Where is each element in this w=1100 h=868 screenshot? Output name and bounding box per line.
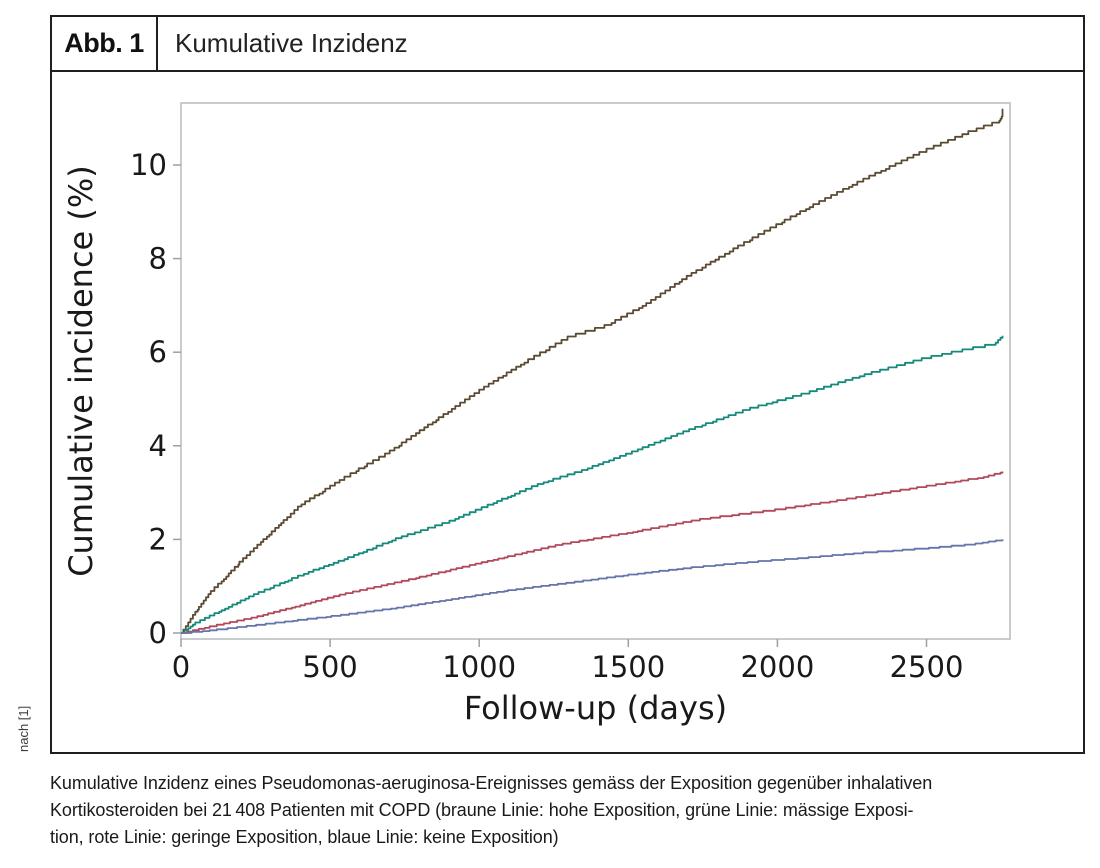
chart-area: 0 500 1000 1500 2000 2500 0 2 4 6 8 10 Follow-up (da… bbox=[52, 70, 1083, 752]
source-note: nach [1] bbox=[16, 705, 31, 752]
y-tick-label-6: 6 bbox=[149, 335, 167, 369]
figure-caption: Kumulative Inzidenz eines Pseudomonas-ae… bbox=[50, 770, 1070, 851]
figure-header: Abb. 1 Kumulative Inzidenz bbox=[52, 17, 1083, 72]
figure-title: Kumulative Inzidenz bbox=[175, 28, 408, 58]
y-tick-label-2: 2 bbox=[149, 522, 167, 556]
cumulative-incidence-chart: 0 500 1000 1500 2000 2500 0 2 4 6 8 10 Follow-up (da… bbox=[62, 102, 1011, 727]
series-line-geringe-exposition bbox=[181, 471, 1004, 634]
caption-line-1: Kumulative Inzidenz eines Pseudomonas-ae… bbox=[50, 773, 933, 793]
series-line-mässige-exposition bbox=[181, 335, 1004, 634]
y-tick-label-8: 8 bbox=[149, 242, 167, 276]
x-tick-label-2000: 2000 bbox=[740, 650, 814, 684]
x-tick-label-0: 0 bbox=[172, 650, 190, 684]
y-tick-label-10: 10 bbox=[130, 148, 167, 182]
x-tick-label-1000: 1000 bbox=[442, 650, 516, 684]
series-line-keine-exposition bbox=[181, 539, 1004, 634]
caption-line-3: tion, rote Linie: geringe Exposition, bl… bbox=[50, 827, 559, 847]
figure-box: Abb. 1 Kumulative Inzidenz 0 500 1000 1500 2… bbox=[50, 15, 1085, 754]
plot-frame bbox=[180, 102, 1011, 640]
y-tick-label-0: 0 bbox=[149, 616, 167, 650]
series-line-hohe-exposition bbox=[181, 108, 1004, 634]
x-tick-label-2500: 2500 bbox=[890, 650, 964, 684]
caption-line-2: Kortikosteroiden bei 21 408 Patienten mi… bbox=[50, 800, 914, 820]
y-tick-label-4: 4 bbox=[149, 429, 167, 463]
figure-label: Abb. 1 bbox=[52, 17, 158, 70]
x-axis-label: Follow-up (days) bbox=[464, 689, 727, 727]
x-tick-label-500: 500 bbox=[302, 650, 357, 684]
y-axis-label: Cumulative incidence (%) bbox=[62, 165, 100, 577]
x-tick-label-1500: 1500 bbox=[591, 650, 665, 684]
